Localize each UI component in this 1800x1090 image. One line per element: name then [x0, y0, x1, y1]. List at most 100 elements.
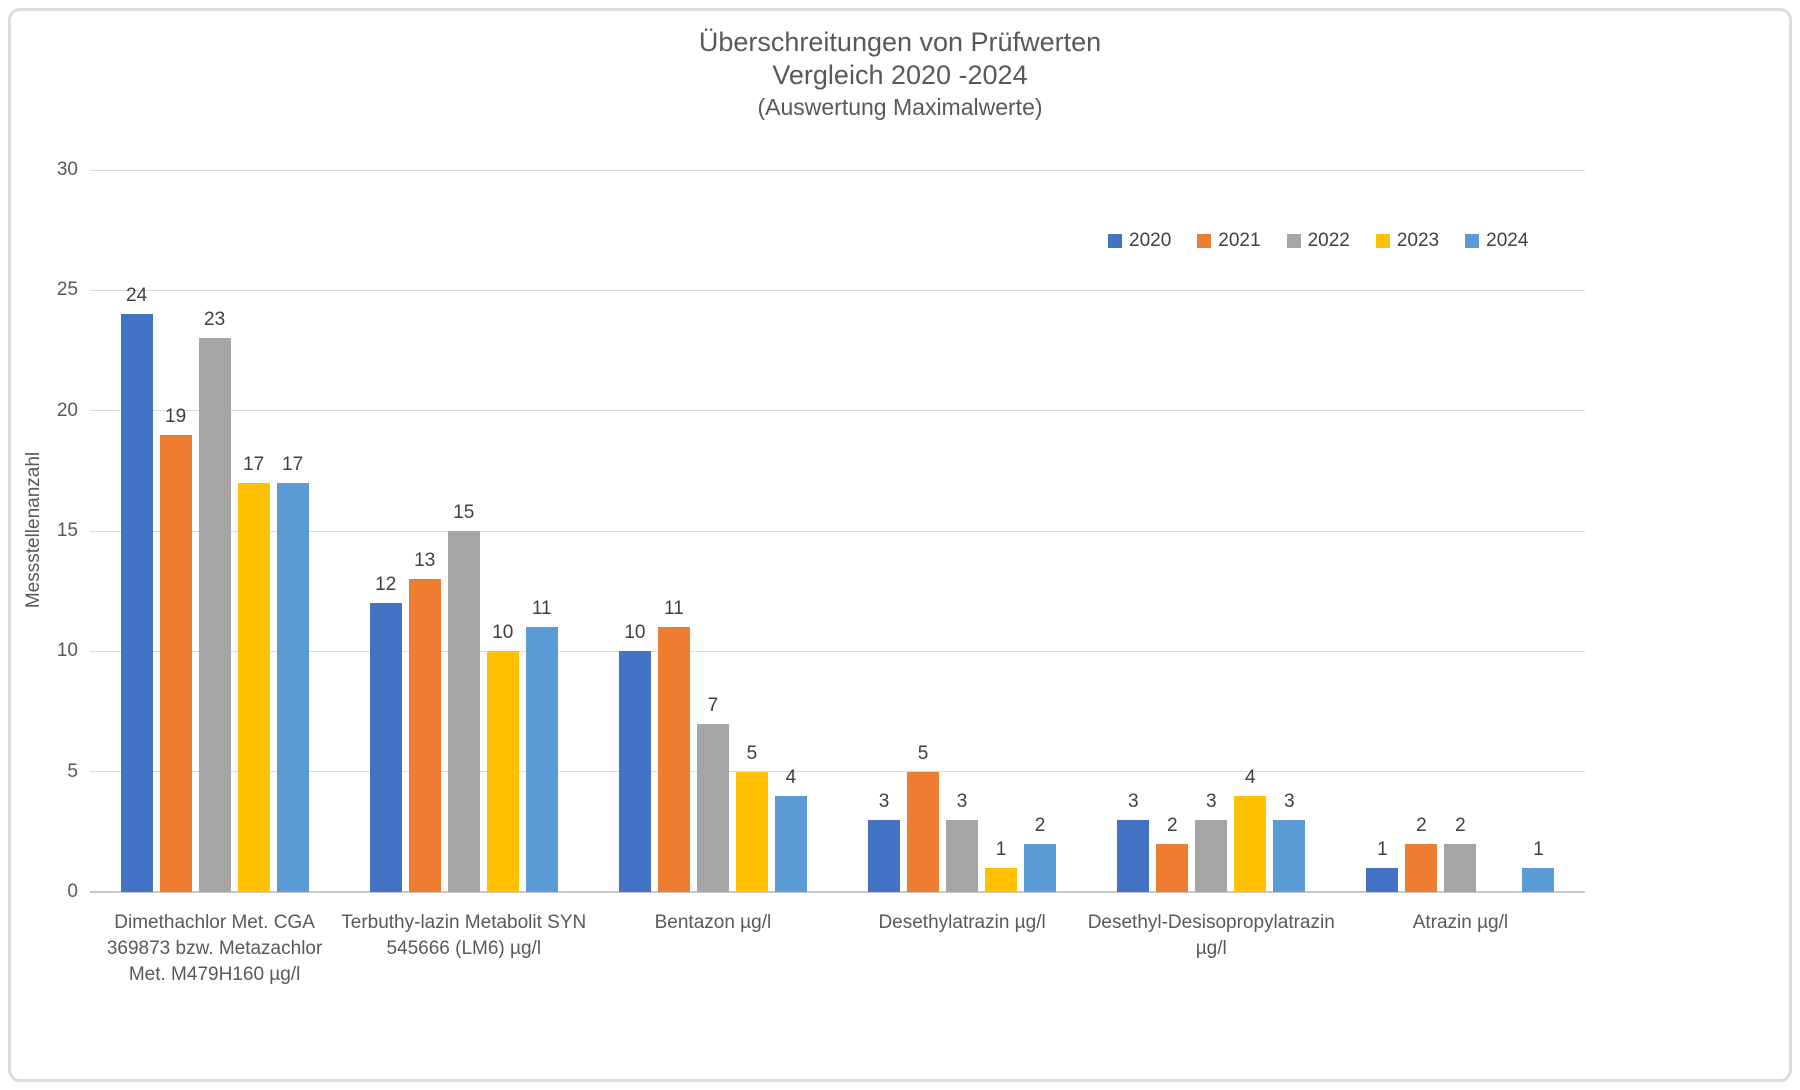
bar-2023-desethyl-desisopropylatrazin [1234, 795, 1267, 892]
bar-2020-dimethachlor-met-cga [120, 314, 153, 892]
gridline-20 [90, 410, 1585, 412]
bar-2024-terbuthy-lazin-metabolit-syn [525, 627, 558, 892]
bar-2021-bentazon-g-l [657, 627, 690, 892]
data-label-2021-desethyl-desisopropylatrazin: 2 [1166, 814, 1178, 836]
legend-item-2024: 2024 [1465, 230, 1528, 252]
legend-label-2023: 2023 [1396, 230, 1440, 251]
data-label-2021-atrazin-g-l: 2 [1416, 814, 1427, 836]
bar-2024-dimethachlor-met-cga [276, 482, 309, 892]
data-label-2024-terbuthy-lazin-metabolit-syn: 11 [531, 598, 552, 620]
bar-2021-dimethachlor-met-cga [159, 434, 192, 892]
bar-2022-desethylatrazin-g-l [946, 819, 979, 892]
legend-label-2022: 2022 [1307, 230, 1350, 251]
legend: 2020 2021 2022 2023 2024 [1108, 230, 1554, 252]
data-label-2024-dimethachlor-met-cga: 17 [282, 453, 304, 475]
chart-title-block: Überschreitungen von Prüfwerten Vergleic… [0, 26, 1800, 122]
category-label-terbuthy-lazin-metabolit-syn: Terbuthy-lazin Metabolit SYN 545666 (LM6)… [341, 912, 587, 959]
category-label-atrazin-g-l: Atrazin µg/l [1412, 912, 1509, 933]
data-label-2021-dimethachlor-met-cga: 19 [165, 405, 187, 427]
data-label-2020-dimethachlor-met-cga: 24 [126, 285, 148, 307]
legend-swatch-icon-2020 [1108, 234, 1122, 248]
bar-2022-desethyl-desisopropylatrazin [1195, 819, 1228, 892]
gridline-15 [90, 530, 1585, 532]
bar-2023-dimethachlor-met-cga [237, 482, 270, 892]
bar-2023-desethylatrazin-g-l [985, 867, 1018, 892]
data-label-2020-atrazin-g-l: 1 [1377, 838, 1388, 860]
bar-2024-bentazon-g-l [774, 795, 807, 892]
data-label-2020-desethylatrazin-g-l: 3 [878, 790, 890, 812]
data-label-2023-desethyl-desisopropylatrazin: 4 [1244, 766, 1256, 788]
gridline-5 [90, 771, 1585, 773]
data-label-2022-dimethachlor-met-cga: 23 [204, 309, 226, 331]
legend-label-2020: 2020 [1129, 230, 1172, 251]
bar-2020-bentazon-g-l [618, 651, 651, 892]
legend-item-2022: 2022 [1286, 230, 1350, 252]
bar-2021-desethyl-desisopropylatrazin [1156, 843, 1189, 892]
legend-label-2021: 2021 [1218, 230, 1261, 251]
gridline-25 [90, 289, 1585, 291]
data-label-2020-desethyl-desisopropylatrazin: 3 [1127, 790, 1139, 812]
bar-2020-terbuthy-lazin-metabolit-syn [369, 603, 402, 892]
bar-2021-terbuthy-lazin-metabolit-syn [408, 579, 441, 892]
chart-subtitle: Vergleich 2020 -2024 [772, 60, 1028, 90]
legend-item-2020: 2020 [1108, 230, 1171, 252]
gridline-30 [90, 169, 1585, 171]
y-tick-label-20: 20 [56, 399, 78, 421]
legend-swatch-icon-2024 [1465, 234, 1480, 248]
chart-title: Überschreitungen von Prüfwerten [698, 27, 1102, 57]
bar-2020-desethyl-desisopropylatrazin [1117, 819, 1150, 892]
bar-2022-atrazin-g-l [1444, 843, 1477, 892]
y-tick-label-25: 25 [56, 279, 78, 301]
data-label-2024-desethylatrazin-g-l: 2 [1034, 814, 1046, 836]
gridline-10 [90, 650, 1585, 652]
data-label-2020-bentazon-g-l: 10 [624, 622, 646, 644]
category-label-dimethachlor-met-cga: Dimethachlor Met. CGA 369873 bzw. Metazac… [106, 912, 323, 985]
chart-subtitle-2: (Auswertung Maximalwerte) [757, 94, 1043, 120]
legend-swatch-icon-2022 [1286, 234, 1301, 248]
data-label-2023-dimethachlor-met-cga: 17 [243, 453, 265, 475]
data-label-2022-terbuthy-lazin-metabolit-syn: 15 [453, 502, 475, 523]
bar-2024-desethyl-desisopropylatrazin [1273, 819, 1306, 892]
bar-2020-atrazin-g-l [1366, 867, 1399, 892]
bar-2022-bentazon-g-l [696, 723, 729, 892]
bar-2023-terbuthy-lazin-metabolit-syn [486, 651, 519, 892]
legend-swatch-icon-2021 [1197, 234, 1212, 248]
data-label-2022-atrazin-g-l: 2 [1455, 814, 1466, 836]
y-tick-label-0: 0 [67, 881, 78, 902]
legend-label-2024: 2024 [1486, 230, 1529, 251]
category-label-bentazon-g-l: Bentazon µg/l [654, 912, 772, 933]
data-label-2024-desethyl-desisopropylatrazin: 3 [1283, 790, 1295, 812]
y-tick-label-10: 10 [56, 640, 78, 662]
bar-2024-atrazin-g-l [1522, 867, 1555, 892]
legend-item-2023: 2023 [1375, 230, 1440, 252]
bar-2022-terbuthy-lazin-metabolit-syn [447, 531, 480, 892]
legend-swatch-icon-2023 [1375, 234, 1390, 248]
data-label-2021-desethylatrazin-g-l: 5 [917, 742, 929, 764]
plot-area: 24 19 23 17 17 12 13 15 10 11 10 11 7 5 4 3 5 3 1 2 3 2 3 4 3 1 2 2… [90, 169, 1585, 893]
data-label-2023-bentazon-g-l: 5 [746, 742, 758, 764]
data-label-2021-terbuthy-lazin-metabolit-syn: 13 [414, 550, 436, 572]
legend-item-2021: 2021 [1197, 230, 1261, 252]
y-tick-label-30: 30 [56, 159, 78, 180]
y-tick-label-5: 5 [67, 760, 78, 782]
data-label-2023-desethylatrazin-g-l: 1 [995, 838, 1007, 860]
bar-2024-desethylatrazin-g-l [1024, 843, 1057, 892]
bar-2023-bentazon-g-l [735, 771, 768, 892]
bar-2020-desethylatrazin-g-l [868, 819, 901, 892]
y-tick-label-15: 15 [56, 520, 78, 541]
data-label-2022-bentazon-g-l: 7 [707, 694, 719, 716]
data-label-2022-desethyl-desisopropylatrazin: 3 [1205, 790, 1217, 812]
x-axis-line [90, 891, 1585, 893]
data-label-2023-terbuthy-lazin-metabolit-syn: 10 [492, 622, 514, 644]
data-label-2024-atrazin-g-l: 1 [1533, 838, 1544, 860]
bar-2021-atrazin-g-l [1405, 843, 1438, 892]
data-label-2020-terbuthy-lazin-metabolit-syn: 12 [375, 574, 397, 596]
category-label-desethyl-desisopropylatrazin: Desethyl-Desisopropylatrazin µg/l [1087, 912, 1335, 959]
category-label-desethylatrazin-g-l: Desethylatrazin µg/l [878, 912, 1046, 933]
data-label-2024-bentazon-g-l: 4 [785, 766, 797, 788]
bar-2021-desethylatrazin-g-l [907, 771, 940, 892]
data-label-2021-bentazon-g-l: 11 [664, 598, 684, 620]
data-label-2022-desethylatrazin-g-l: 3 [956, 790, 968, 812]
bar-2022-dimethachlor-met-cga [198, 338, 231, 892]
